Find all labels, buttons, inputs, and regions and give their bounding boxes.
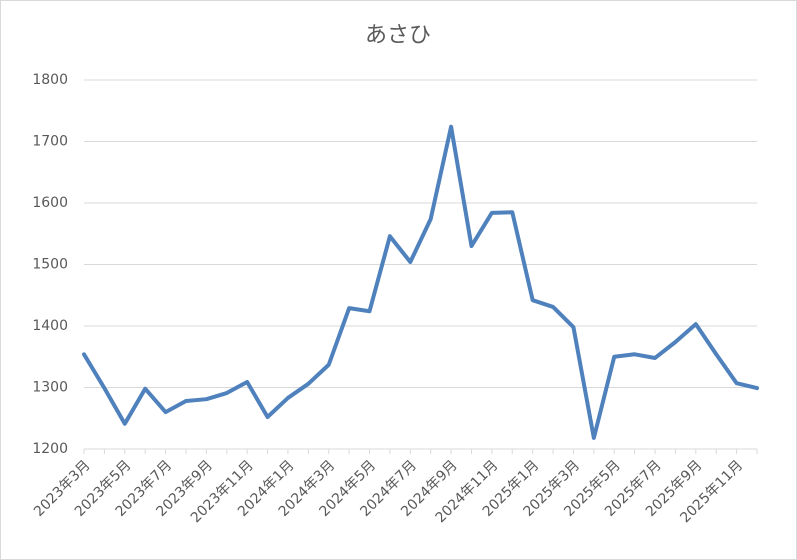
y-tick-label: 1400	[32, 318, 68, 334]
y-tick-label: 1200	[32, 441, 68, 457]
y-tick-label: 1800	[32, 72, 68, 88]
y-tick-label: 1600	[32, 195, 68, 211]
y-tick-label: 1700	[32, 134, 68, 150]
y-tick-label: 1300	[32, 380, 68, 396]
y-tick-label: 1500	[32, 257, 68, 273]
data-line	[82, 124, 759, 440]
chart-title: あさひ	[365, 23, 431, 48]
